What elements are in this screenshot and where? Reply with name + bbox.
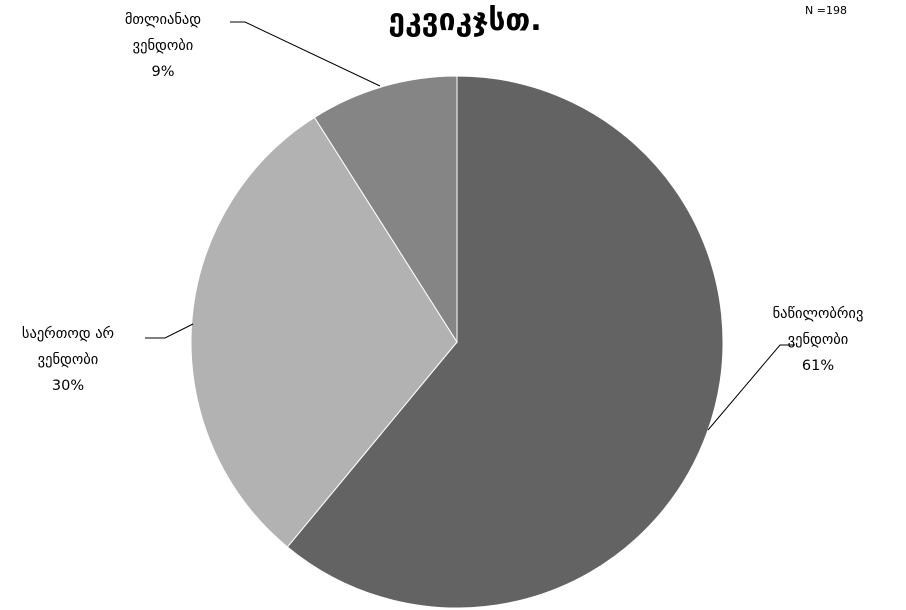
slice-category-label-fully-trust: მთლიანად	[125, 12, 201, 28]
pie-slices	[190, 75, 724, 609]
pie-slice-partially-trust	[286, 75, 724, 609]
slice-labels: ნაწილობრივ ვენდობი 61% საერთოდ არ ვენდობი 30%…	[22, 12, 864, 394]
pie-slice-fully-trust	[313, 75, 458, 344]
chart-title: ეკვიკჯსთ.	[388, 3, 541, 38]
slice-category-label-partially-trust: ნაწილობრივ	[773, 305, 864, 322]
slice-value-label-do-not-trust-at-all: 30%	[52, 378, 84, 394]
sample-size-note: N =198	[805, 4, 847, 17]
leader-line-fully-trust	[230, 21, 381, 87]
pie-slice-do-not-trust-at-all	[190, 116, 458, 548]
leader-line-partially-trust	[707, 344, 795, 431]
leader-lines	[145, 21, 795, 431]
slice-category-label-partially-trust: ვენდობი	[788, 332, 849, 348]
slice-category-label-do-not-trust-at-all: ვენდობი	[38, 352, 99, 368]
slice-category-label-do-not-trust-at-all: საერთოდ არ	[22, 325, 114, 342]
slice-value-label-fully-trust: 9%	[151, 64, 174, 80]
slice-value-label-partially-trust: 61%	[802, 358, 834, 374]
leader-line-do-not-trust-at-all	[145, 323, 194, 339]
slice-category-label-fully-trust: ვენდობი	[133, 38, 194, 54]
